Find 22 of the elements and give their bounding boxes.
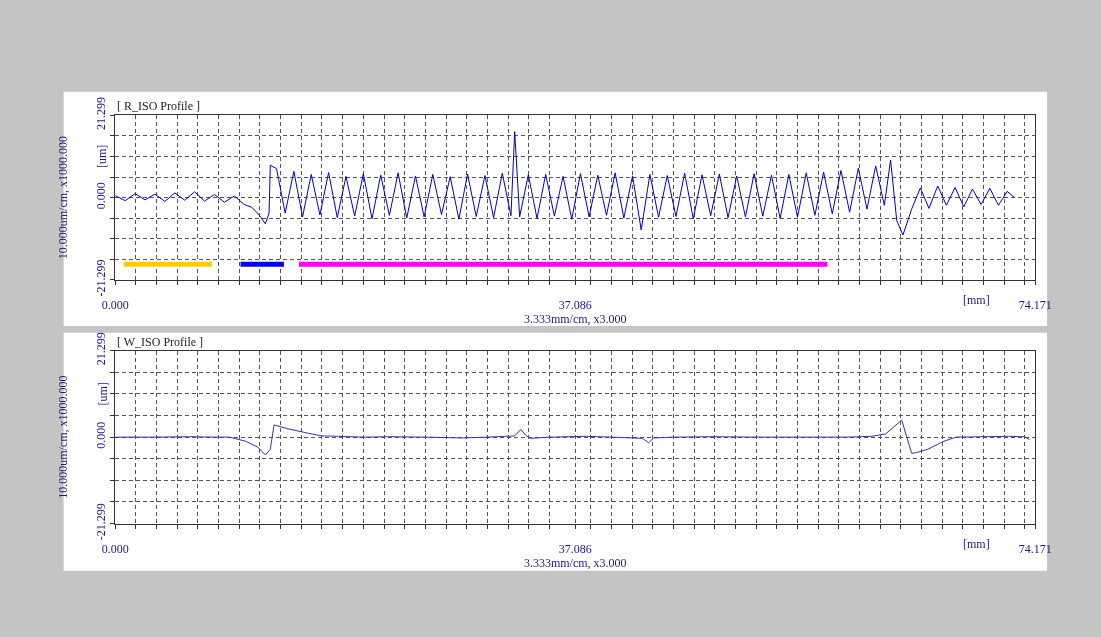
x-tick-label: 37.086 — [558, 298, 592, 313]
chart-title: [ R_ISO Profile ] — [117, 99, 200, 113]
y-tick-label: 0.000 — [94, 182, 109, 210]
text: [um] — [95, 382, 110, 406]
text: [mm] — [963, 537, 990, 551]
y-tick-label: 0.000 — [94, 421, 109, 449]
x-axis-title: 3.333mm/cm, x3.000 — [523, 556, 627, 570]
y-tick-label: -21.299 — [94, 259, 109, 297]
y-tick-label: -21.299 — [94, 503, 109, 541]
x-axis-title: 3.333mm/cm, x3.000 — [523, 312, 627, 327]
y-axis-title: 10.000um/cm, x1000.000 — [55, 135, 70, 260]
chart-title: [ W_ISO Profile ] — [117, 335, 204, 349]
x-tick-label: 74.171 — [1018, 542, 1052, 556]
y-tick-label: 21.299 — [94, 97, 109, 131]
text: [mm] — [963, 293, 990, 307]
x-tick-label: 74.171 — [1018, 298, 1052, 313]
x-tick-label: 37.086 — [558, 542, 592, 556]
y-tick-label: 21.299 — [94, 332, 109, 366]
line-series — [115, 419, 1030, 456]
line-series — [115, 131, 1016, 236]
text: [um] — [95, 144, 110, 169]
y-axis-title: 10.000um/cm, x1000.000 — [55, 375, 70, 499]
